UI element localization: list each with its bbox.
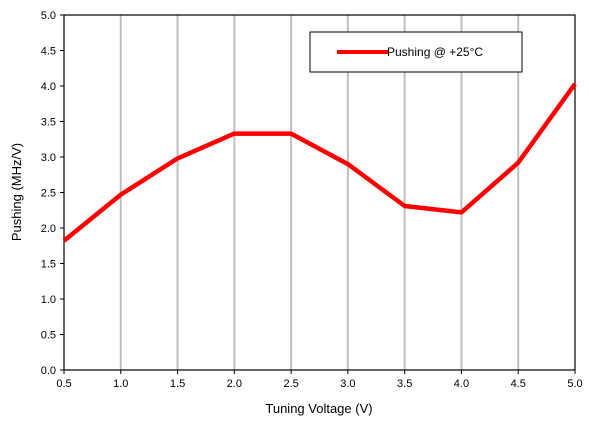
plot-area [64, 15, 575, 370]
gridlines [119, 15, 520, 370]
y-tick-label: 0.0 [41, 365, 56, 377]
x-tick-label: 1.0 [113, 378, 128, 390]
x-tick-labels: 0.5 1.0 1.5 2.0 2.5 3.0 3.5 4.0 4.5 5.0 [56, 378, 582, 390]
series-group [62, 82, 577, 243]
x-tick-label: 0.5 [56, 378, 71, 390]
legend: Pushing @ +25°C [309, 31, 523, 73]
x-tick-label: 5.0 [567, 378, 582, 390]
x-tick-label: 2.5 [283, 378, 298, 390]
y-axis-label: Pushing (MHz/V) [9, 143, 24, 241]
y-tick-label: 1.0 [41, 294, 56, 306]
x-tick-label: 2.0 [227, 378, 242, 390]
x-tick-label: 4.5 [511, 378, 526, 390]
x-tick-label: 4.0 [454, 378, 469, 390]
y-tick-labels: 0.0 0.5 1.0 1.5 2.0 2.5 3.0 3.5 4.0 4.5 5.0 [41, 10, 56, 377]
y-tick-label: 2.5 [41, 188, 56, 200]
axis-ticks [60, 14, 576, 374]
y-tick-label: 3.5 [41, 117, 56, 129]
x-axis-label: Tuning Voltage (V) [265, 401, 372, 416]
x-tick-label: 3.5 [397, 378, 412, 390]
legend-label: Pushing @ +25°C [387, 45, 483, 59]
y-tick-label: 4.0 [41, 81, 56, 93]
x-tick-label: 3.0 [340, 378, 355, 390]
y-tick-label: 5.0 [41, 10, 56, 22]
y-tick-label: 2.0 [41, 223, 56, 235]
y-tick-label: 1.5 [41, 259, 56, 271]
y-tick-label: 0.5 [41, 330, 56, 342]
x-tick-label: 1.5 [170, 378, 185, 390]
plot-frame [63, 14, 576, 371]
y-tick-label: 4.5 [41, 46, 56, 58]
series-line [62, 82, 577, 243]
y-tick-label: 3.0 [41, 152, 56, 164]
